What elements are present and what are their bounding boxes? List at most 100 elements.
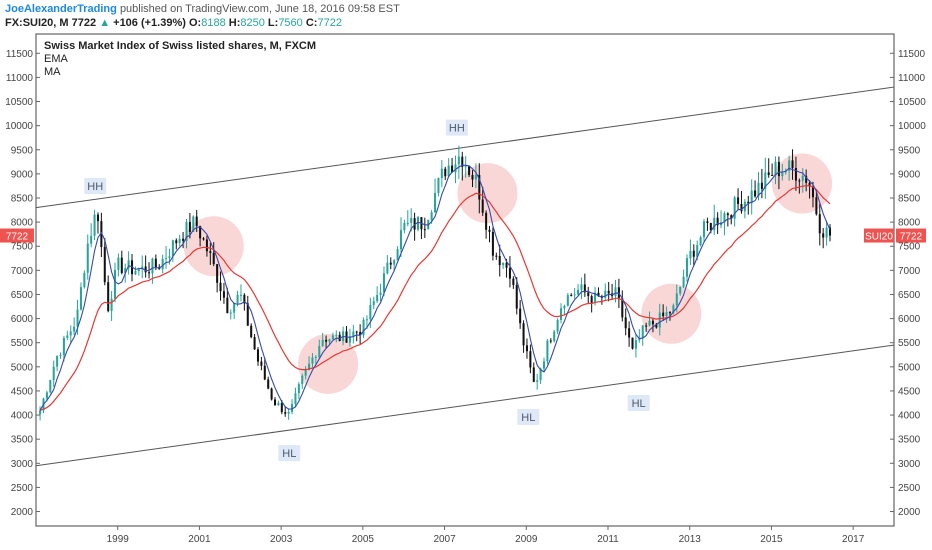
- y-tick-label-right: 9000: [898, 169, 921, 180]
- candle-body: [416, 217, 420, 230]
- candle-body: [764, 172, 767, 189]
- candle-body: [563, 305, 566, 309]
- candle-body: [665, 312, 668, 317]
- candle-body: [389, 262, 392, 265]
- change-value: +106 (+1.39%): [113, 17, 186, 29]
- candle-body: [192, 216, 195, 232]
- candle-body: [49, 380, 52, 393]
- candle-body: [178, 238, 181, 244]
- candle-body: [195, 216, 198, 226]
- candle-body: [331, 335, 334, 340]
- y-tick-label-left: 7500: [11, 242, 34, 253]
- y-tick-label-left: 5000: [11, 362, 34, 373]
- candle-body: [399, 230, 403, 250]
- highlight-circles: [183, 153, 833, 394]
- candle-body: [549, 340, 552, 342]
- candle-body: [828, 227, 832, 236]
- candle-body: [444, 168, 447, 177]
- candle-body: [706, 221, 709, 223]
- candle-body: [113, 269, 117, 299]
- symbol-tag: SUI20: [865, 232, 893, 243]
- candle-body: [491, 231, 494, 256]
- y-tick-label-right: 11000: [898, 73, 926, 84]
- candle-body: [825, 227, 828, 238]
- axes: 2000 2000 2500 2500 3000 3000 3500 3500 4000 4000…: [0, 49, 926, 545]
- candle-body: [209, 251, 212, 253]
- candle-body: [696, 245, 699, 257]
- candle-body: [73, 326, 76, 332]
- candle-body: [713, 217, 716, 231]
- candle-body: [474, 174, 477, 180]
- y-tick-label-left: 11000: [6, 73, 34, 84]
- moving-averages: [39, 164, 831, 411]
- candle-body: [39, 410, 42, 415]
- candlesticks: [39, 145, 832, 421]
- channel-line: [35, 344, 895, 467]
- highlight-circle: [298, 333, 359, 394]
- candle-body: [382, 273, 385, 293]
- candle-body: [127, 260, 130, 269]
- candle-body: [461, 156, 464, 167]
- candle-body: [464, 166, 467, 168]
- candle-body: [246, 303, 249, 326]
- candle-body: [321, 339, 324, 347]
- candle-body: [815, 197, 818, 215]
- candle-body: [508, 267, 511, 279]
- last-price: 7722: [71, 17, 97, 29]
- x-tick-label: 2009: [515, 534, 538, 545]
- open-label: O:: [188, 17, 202, 29]
- candle-body: [774, 161, 777, 176]
- candle-body: [607, 290, 610, 294]
- candle-body: [297, 384, 300, 394]
- candle-body: [171, 240, 174, 257]
- close-label: C:: [305, 17, 318, 29]
- candle-body: [308, 363, 311, 370]
- y-tick-label-left: 6000: [11, 314, 34, 325]
- candle-body: [291, 403, 294, 412]
- symbol-label[interactable]: FX:SUI20, M: [5, 17, 69, 29]
- candle-body: [726, 213, 729, 216]
- candle-body: [434, 193, 437, 213]
- swing-annotations: HH HH HL HL HL: [84, 119, 650, 462]
- candle-body: [757, 182, 760, 197]
- y-tick-label-right: 6500: [898, 290, 921, 301]
- author-link[interactable]: JoeAlexanderTrading: [5, 3, 117, 15]
- y-tick-label-left: 11500: [6, 49, 34, 60]
- y-tick-label-right: 5000: [898, 362, 921, 373]
- candle-body: [621, 298, 624, 318]
- x-tick-label: 2003: [270, 534, 293, 545]
- candle-body: [144, 266, 147, 273]
- candle-body: [233, 303, 236, 313]
- candle-body: [822, 233, 825, 238]
- candle-body: [355, 331, 358, 333]
- candle-body: [335, 334, 338, 336]
- candle-body: [566, 294, 569, 306]
- candle-body: [525, 345, 528, 352]
- publish-header: JoeAlexanderTrading published on Trading…: [5, 2, 400, 16]
- candle-body: [495, 255, 498, 257]
- candle-body: [165, 257, 168, 259]
- candle-body: [658, 312, 661, 328]
- candle-body: [137, 269, 140, 272]
- candle-body: [66, 335, 69, 339]
- candle-body: [311, 357, 314, 364]
- candle-body: [134, 271, 137, 275]
- candle-body: [801, 175, 804, 181]
- x-tick-label: 2011: [597, 534, 619, 545]
- candle-body: [287, 411, 290, 414]
- candle-body: [437, 177, 440, 194]
- y-tick-label-right: 7000: [898, 266, 921, 277]
- candle-body: [553, 331, 556, 342]
- ma-line: [39, 164, 831, 411]
- candle-body: [559, 308, 563, 320]
- y-tick-label-right: 9500: [898, 145, 921, 156]
- candle-body: [760, 182, 763, 189]
- candle-body: [151, 258, 154, 274]
- candle-body: [216, 264, 219, 283]
- y-tick-label-right: 11500: [898, 49, 926, 60]
- candle-body: [236, 294, 239, 304]
- y-tick-label-left: 8000: [11, 218, 34, 229]
- candle-body: [372, 301, 375, 306]
- candle-body: [771, 174, 774, 176]
